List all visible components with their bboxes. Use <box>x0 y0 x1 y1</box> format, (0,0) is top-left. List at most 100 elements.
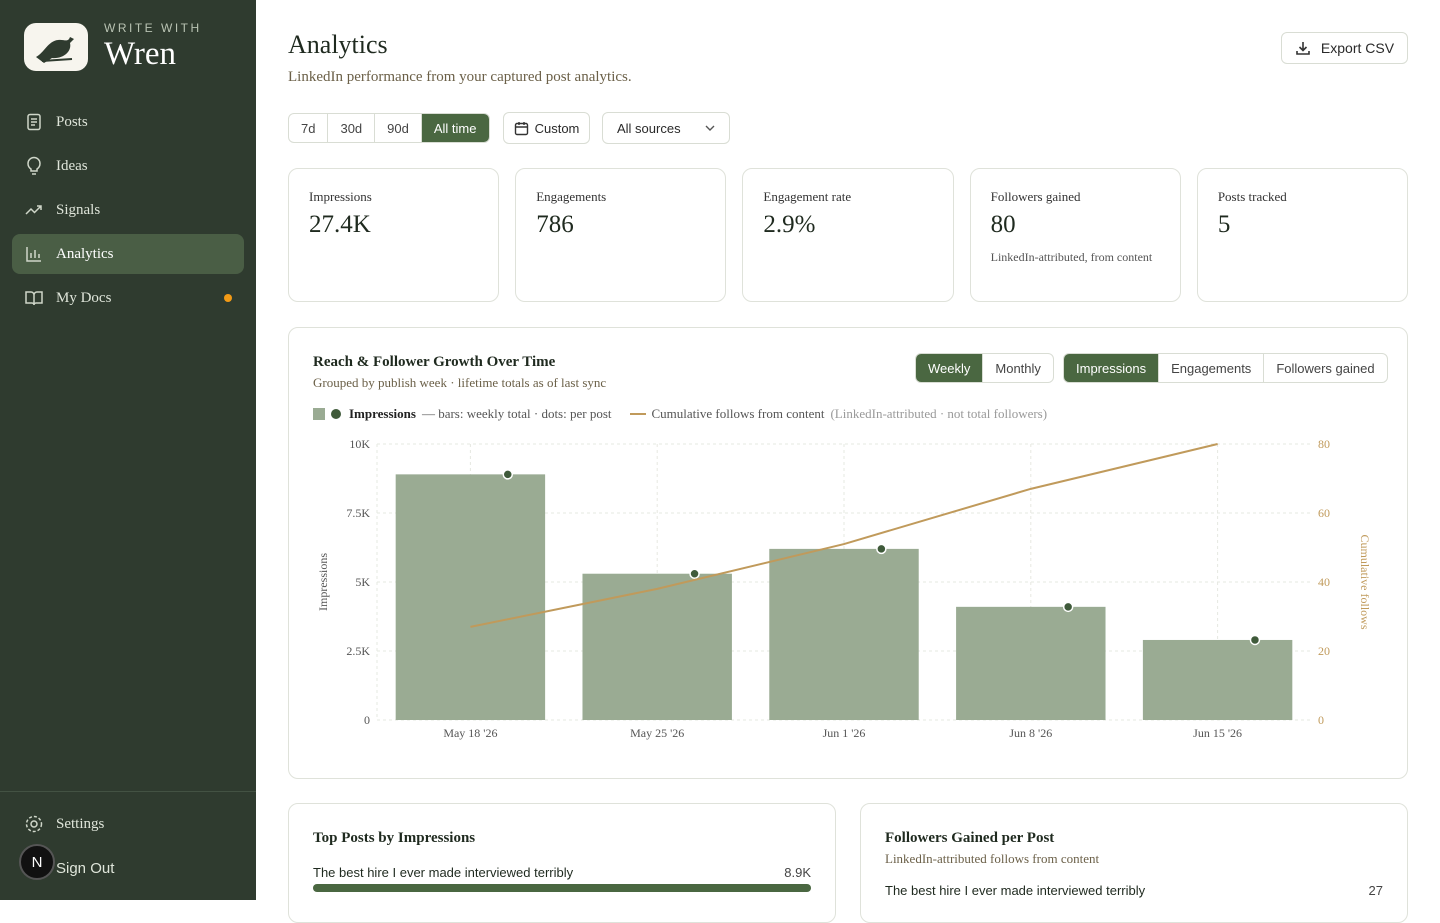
sidebar: WRITE WITH Wren Posts Ideas Signals Analyti… <box>0 0 256 900</box>
panel-title: Followers Gained per Post <box>885 830 1055 846</box>
legend: Impressions — bars: weekly total · dots: … <box>313 406 1047 422</box>
kpi-value: 786 <box>536 211 574 238</box>
y-tick-label: 7.5K <box>346 506 370 520</box>
y2-tick-label: 20 <box>1318 644 1330 658</box>
nav-item[interactable]: Posts <box>12 102 244 142</box>
brand-name: Wren <box>104 36 176 72</box>
kpi-value: 2.9% <box>763 211 816 238</box>
nav-item[interactable]: Sign Out <box>12 848 244 888</box>
nav-label: My Docs <box>56 289 112 306</box>
post-dot <box>876 543 887 555</box>
legend-label: Cumulative follows from content <box>651 406 825 421</box>
toggle-option[interactable]: 7d <box>301 120 316 136</box>
kpi-card: Engagement rate 2.9% <box>742 168 954 302</box>
kpi-value: 80 <box>990 211 1016 238</box>
legend-swatch <box>313 408 325 420</box>
bar <box>956 606 1106 720</box>
bar <box>395 474 546 720</box>
toggle-option[interactable]: Engagements <box>1158 354 1263 382</box>
kpi-label: Engagement rate <box>763 189 852 204</box>
nav-item[interactable]: Settings <box>12 804 244 844</box>
y2-axis-label: Cumulative follows <box>1358 535 1372 630</box>
nav-item[interactable]: Signals <box>12 190 244 230</box>
export-button[interactable]: Export CSV <box>1281 32 1408 64</box>
toggle-option[interactable]: Monthly <box>982 354 1053 382</box>
chart-card: Reach & Follower Growth Over Time Groupe… <box>288 327 1408 779</box>
post-title: The best hire I ever made interviewed te… <box>885 883 1146 898</box>
kpi-card: Engagements 786 <box>515 168 727 302</box>
legend-dot <box>331 409 341 419</box>
legend-note: (LinkedIn-attributed · not total followe… <box>830 406 1048 421</box>
nav-item[interactable]: Analytics <box>12 234 244 274</box>
analytics-app: WRITE WITH Wren Posts Ideas Signals Analyti… <box>0 0 1409 923</box>
y2-tick-label: 0 <box>1318 713 1324 727</box>
bar <box>1142 639 1293 720</box>
chart-subtitle: Grouped by publish week · lifetime total… <box>313 375 607 390</box>
kpi-value: 27.4K <box>309 211 371 238</box>
brand-kicker: WRITE WITH <box>104 21 202 35</box>
kpi-label: Impressions <box>309 189 372 204</box>
page-title: Analytics <box>288 30 388 59</box>
panel-subtitle: LinkedIn-attributed follows from content <box>885 851 1100 866</box>
legend-line <box>629 413 646 415</box>
x-tick-label: May 25 '26 <box>630 726 684 740</box>
toggle-option[interactable]: Followers gained <box>1263 354 1386 382</box>
nav-label: Sign Out <box>56 859 115 877</box>
granularity-toggle: Weekly Monthly <box>915 353 1054 383</box>
chart-title: Reach & Follower Growth Over Time <box>313 354 556 370</box>
kpi-card: Impressions 27.4K <box>288 168 500 302</box>
kpi-card: Followers gained 80 LinkedIn-attributed, f… <box>969 168 1181 302</box>
nav-item[interactable]: My Docs <box>12 278 244 318</box>
x-tick-label: May 18 '26 <box>443 726 497 740</box>
source-select[interactable]: All sources <box>602 112 730 144</box>
nav-label: Signals <box>56 201 101 218</box>
y-tick-label: 5K <box>355 575 370 589</box>
chart: 0 2.5K 5K 7.5K 10K 0 20 40 60 80 Impressions Cumula… <box>316 437 1372 740</box>
logo <box>24 23 88 71</box>
kpi-note: LinkedIn-attributed, from content <box>990 250 1153 264</box>
top-posts-card: Top Posts by Impressions The best hire I… <box>288 803 836 923</box>
avatar[interactable]: N <box>19 844 55 880</box>
nav-label: Ideas <box>56 157 88 174</box>
y2-tick-label: 60 <box>1318 506 1330 520</box>
legend-label: Impressions <box>349 406 416 421</box>
nav-label: Posts <box>56 113 88 130</box>
x-tick-label: Jun 8 '26 <box>1009 726 1052 740</box>
nav-label: Settings <box>56 815 105 832</box>
y-tick-label: 10K <box>349 437 370 451</box>
kpi-row: Impressions 27.4K Engagements 786 Engagement… <box>288 168 1409 302</box>
range-filter: 7d 30d 90d All time <box>288 113 490 143</box>
post-value: 27 <box>1368 883 1383 898</box>
followers-card: Followers Gained per Post LinkedIn-attri… <box>860 803 1408 923</box>
legend-note: — bars: weekly total · dots: per post <box>421 406 612 421</box>
toggle-option[interactable]: Weekly <box>916 354 983 382</box>
post-dot <box>502 469 514 480</box>
toggle-option[interactable]: Impressions <box>1064 354 1159 382</box>
custom-label: Custom <box>534 120 580 136</box>
post-dot <box>1062 601 1074 613</box>
custom-button[interactable]: Custom <box>503 112 590 144</box>
kpi-label: Posts tracked <box>1217 189 1287 204</box>
y-tick-label: 2.5K <box>346 644 370 658</box>
status-dot <box>224 294 232 302</box>
bar <box>582 573 732 720</box>
toggle-option[interactable]: All time <box>420 114 489 142</box>
export-label: Export CSV <box>1320 40 1395 56</box>
page: Analytics { "sidebar": {"kicker": "WRITE… <box>0 0 1409 923</box>
y2-tick-label: 80 <box>1318 437 1330 451</box>
kpi-label: Followers gained <box>990 189 1081 204</box>
post-bar <box>313 884 811 892</box>
post-title: The best hire I ever made interviewed te… <box>313 865 574 880</box>
nav-item[interactable]: Ideas <box>12 146 244 186</box>
nav-label: Analytics <box>56 245 114 262</box>
source-label: All sources <box>617 120 681 136</box>
y2-tick-label: 40 <box>1318 575 1330 589</box>
post-dot <box>689 568 700 579</box>
bar <box>769 548 919 720</box>
toggle-option[interactable]: 30d <box>327 114 374 142</box>
line <box>470 443 1218 628</box>
toggle-option[interactable]: 90d <box>374 114 421 142</box>
x-tick-label: Jun 1 '26 <box>823 726 866 740</box>
post-dot <box>1249 634 1261 646</box>
post-value: 8.9K <box>784 865 811 880</box>
